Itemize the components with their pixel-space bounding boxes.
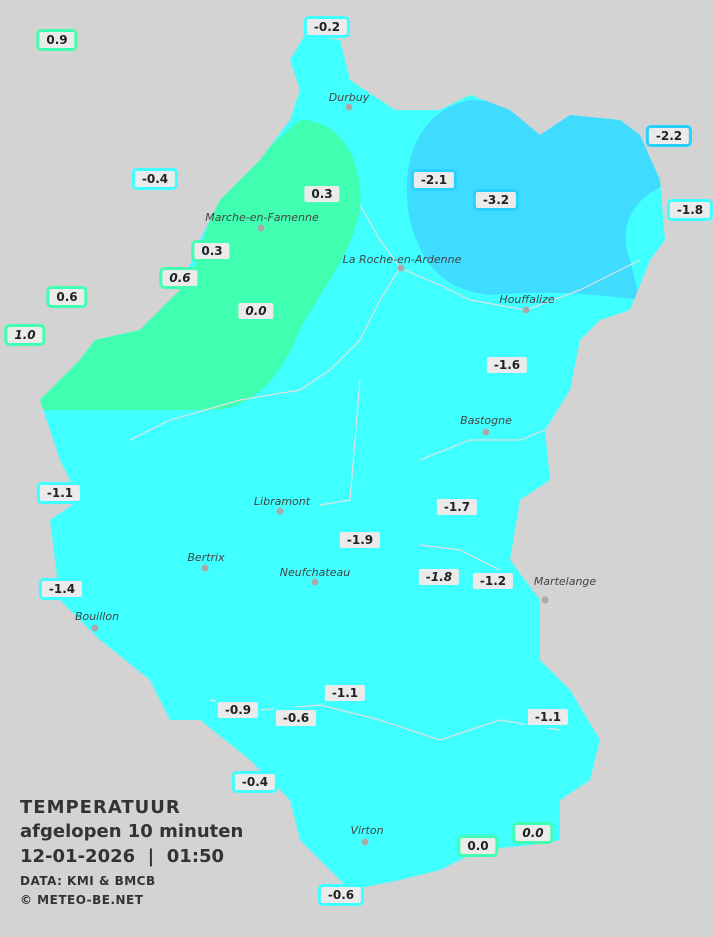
town-dot bbox=[311, 578, 319, 586]
town-dot bbox=[522, 306, 530, 314]
town-dot bbox=[91, 624, 99, 632]
station-temperature-label: -0.2 bbox=[303, 16, 351, 38]
town-label: Martelange bbox=[533, 575, 597, 588]
station-temperature-label: -1.7 bbox=[433, 496, 481, 518]
town-label: Neufchateau bbox=[279, 566, 351, 579]
station-temperature-label: 0.0 bbox=[512, 822, 554, 844]
station-temperature-label: -1.4 bbox=[38, 578, 86, 600]
town-dot bbox=[361, 838, 369, 846]
station-temperature-label: 0.9 bbox=[36, 29, 78, 51]
station-temperature-label: 0.0 bbox=[235, 300, 277, 322]
town-label: Houffalize bbox=[499, 293, 555, 306]
band-green bbox=[40, 120, 361, 410]
station-temperature-label: -0.9 bbox=[214, 699, 262, 721]
town-dot bbox=[201, 564, 209, 572]
station-temperature-label: 0.0 bbox=[457, 835, 499, 857]
station-temperature-label: -1.6 bbox=[483, 354, 531, 376]
town-label: Libramont bbox=[253, 495, 311, 508]
town-label: Bastogne bbox=[460, 414, 512, 427]
town-dot bbox=[397, 264, 405, 272]
town-dot bbox=[257, 224, 265, 232]
station-temperature-label: 0.6 bbox=[159, 267, 201, 289]
station-temperature-label: -3.2 bbox=[472, 189, 520, 211]
town-label: Virton bbox=[350, 824, 384, 837]
town-dot bbox=[482, 428, 490, 436]
station-temperature-label: -2.2 bbox=[645, 125, 693, 147]
town-label: Durbuy bbox=[328, 91, 370, 104]
town-label: Marche-en-Famenne bbox=[205, 211, 319, 224]
station-temperature-label: -0.6 bbox=[272, 707, 320, 729]
station-temperature-label: -1.1 bbox=[321, 682, 369, 704]
band-blue bbox=[406, 100, 665, 300]
town-label: La Roche-en-Ardenne bbox=[342, 253, 462, 266]
station-temperature-label: -1.2 bbox=[469, 570, 517, 592]
legend: TEMPERATUUR afgelopen 10 minuten 12-01-2… bbox=[20, 796, 243, 910]
station-temperature-label: 0.3 bbox=[191, 240, 233, 262]
station-temperature-label: -1.1 bbox=[524, 706, 572, 728]
legend-source: DATA: KMI & BMCB bbox=[20, 874, 156, 888]
station-temperature-label: 0.3 bbox=[301, 183, 343, 205]
town-label: Bouillon bbox=[74, 610, 120, 623]
town-dot bbox=[276, 507, 284, 515]
station-temperature-label: -2.1 bbox=[410, 169, 458, 191]
station-temperature-label: -1.8 bbox=[666, 199, 713, 221]
legend-subtitle: afgelopen 10 minuten bbox=[20, 821, 244, 842]
station-temperature-label: -1.8 bbox=[415, 566, 463, 588]
legend-datetime: 12-01-2026 | 01:50 bbox=[20, 846, 225, 867]
station-temperature-label: -0.6 bbox=[317, 884, 365, 906]
station-temperature-label: -1.9 bbox=[336, 529, 384, 551]
station-temperature-label: -0.4 bbox=[131, 168, 179, 190]
station-temperature-label: -0.4 bbox=[231, 771, 279, 793]
station-temperature-label: 1.0 bbox=[4, 324, 46, 346]
town-label: Bertrix bbox=[187, 551, 225, 564]
legend-title: TEMPERATUUR bbox=[20, 797, 181, 818]
legend-copyright: © METEO-BE.NET bbox=[20, 893, 144, 907]
station-temperature-label: -1.1 bbox=[36, 482, 84, 504]
station-temperature-label: 0.6 bbox=[46, 286, 88, 308]
town-dot bbox=[541, 596, 549, 604]
town-dot bbox=[345, 103, 353, 111]
